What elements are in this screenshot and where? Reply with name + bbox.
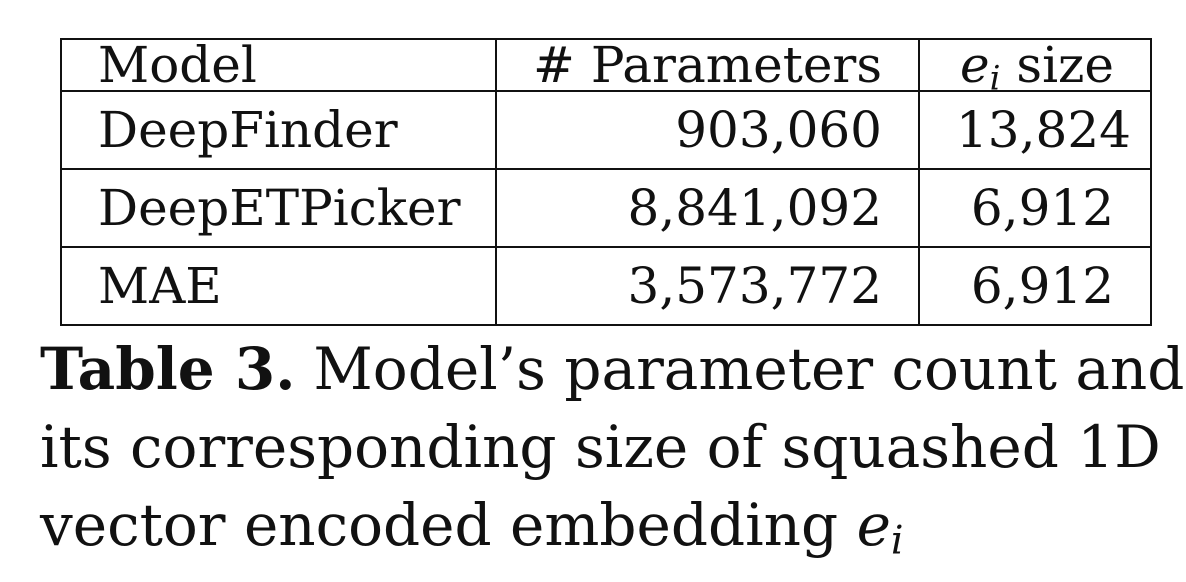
caption-embedding-symbol: ei	[856, 491, 904, 564]
caption-line-3: vector encoded embedding ei	[40, 486, 1175, 564]
caption-line-2: its corresponding size of squashed 1D	[40, 413, 1161, 481]
table-row: DeepETPicker 8,841,092 6,912	[60, 168, 1152, 248]
table-row: DeepFinder 903,060 13,824	[60, 90, 1152, 170]
embedding-size-cell: 6,912	[918, 246, 1152, 326]
parameters-column-header: # Parameters	[495, 38, 920, 92]
model-name-cell: DeepFinder	[60, 90, 497, 170]
model-name-cell: MAE	[60, 246, 497, 326]
embedding-size-cell: 13,824	[918, 90, 1152, 170]
parameter-count-cell: 3,573,772	[495, 246, 920, 326]
caption-text-1: Model’s parameter count and	[313, 335, 1185, 403]
caption-text-3: vector encoded embedding	[40, 491, 839, 559]
table-row: MAE 3,573,772 6,912	[60, 246, 1152, 326]
table-header-row: Model # Parameters ei size	[60, 36, 1152, 99]
embedding-symbol: ei	[960, 36, 1001, 99]
caption-line-1: Table 3. Model’s parameter count and	[40, 330, 1184, 408]
model-column-header: Model	[60, 38, 497, 92]
embedding-size-cell: 6,912	[918, 168, 1152, 248]
caption-label: Table 3.	[40, 335, 296, 403]
table-caption: Table 3. Model’s parameter count and its …	[40, 330, 1184, 564]
parameter-table: Model # Parameters ei size DeepFinder 90…	[60, 38, 1152, 326]
parameter-table-container: Model # Parameters ei size DeepFinder 90…	[60, 38, 1152, 326]
embedding-size-column-header: ei size	[918, 36, 1152, 99]
model-name-cell: DeepETPicker	[60, 168, 497, 248]
parameter-count-cell: 8,841,092	[495, 168, 920, 248]
embedding-size-label: size	[1016, 36, 1114, 94]
parameter-count-cell: 903,060	[495, 90, 920, 170]
